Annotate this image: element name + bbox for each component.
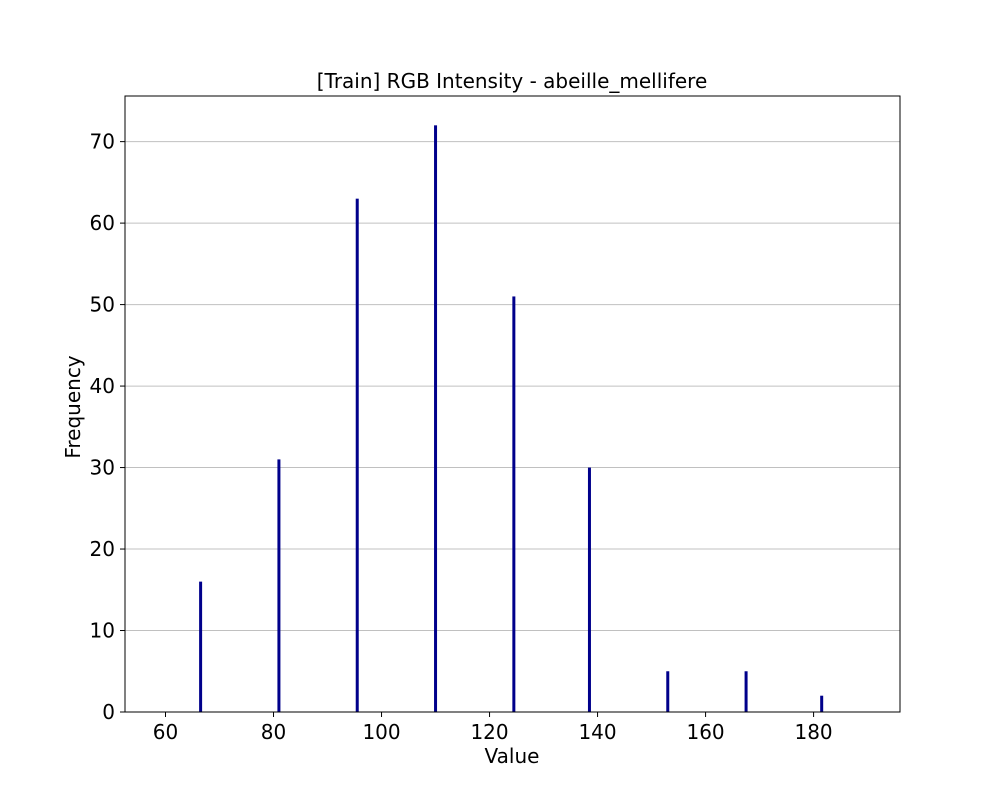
x-tick-label: 160 [686, 720, 724, 744]
histogram-bar [434, 125, 438, 713]
histogram-bar [666, 671, 670, 712]
bars [199, 125, 824, 713]
y-tick-label: 10 [90, 619, 115, 643]
histogram-bar [355, 198, 359, 712]
x-tick-label: 180 [794, 720, 832, 744]
histogram-bar [277, 459, 281, 712]
histogram-bar [744, 671, 748, 712]
y-tick-label: 20 [90, 537, 115, 561]
plot-frame [124, 95, 901, 713]
y-axis-label: Frequency [61, 355, 85, 458]
y-axis-ticks: 0 10 20 30 40 50 60 70 [90, 130, 125, 724]
x-axis-ticks: 60 80 100 120 140 160 180 [153, 712, 833, 744]
x-axis-label: Value [485, 744, 540, 768]
x-tick-label: 140 [578, 720, 616, 744]
histogram-bar [512, 296, 516, 712]
histogram-bar [199, 581, 203, 712]
x-tick-label: 100 [362, 720, 400, 744]
x-tick-label: 80 [261, 720, 286, 744]
x-tick-label: 120 [470, 720, 508, 744]
y-tick-label: 0 [102, 700, 115, 724]
y-tick-label: 70 [90, 130, 115, 154]
y-tick-label: 40 [90, 374, 115, 398]
histogram-bar [587, 467, 591, 712]
y-tick-label: 50 [90, 293, 115, 317]
x-tick-label: 60 [153, 720, 178, 744]
chart-title: [Train] RGB Intensity - abeille_mellifer… [317, 69, 708, 93]
histogram-bar [820, 695, 824, 712]
y-tick-label: 30 [90, 456, 115, 480]
y-tick-label: 60 [90, 211, 115, 235]
